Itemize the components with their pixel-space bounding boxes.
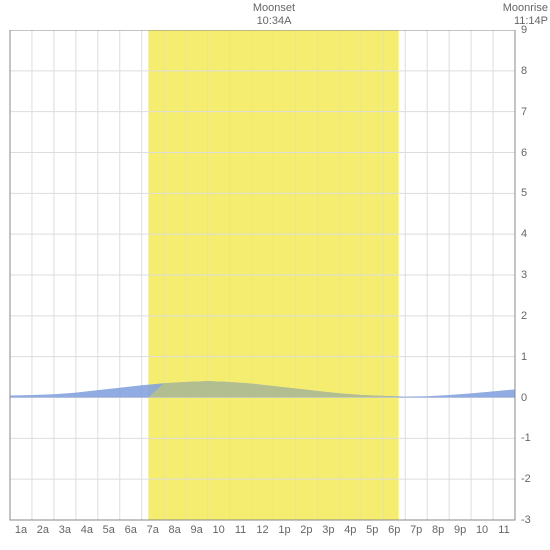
moonset-time: 10:34A [244, 15, 304, 28]
y-tick: 5 [521, 187, 545, 199]
chart-svg [5, 30, 545, 525]
y-tick: 7 [521, 106, 545, 118]
moonset-label: Moonset [244, 2, 304, 15]
y-tick: -1 [521, 432, 545, 444]
x-tick: 2a [37, 524, 49, 545]
x-tick: 1p [278, 524, 290, 545]
x-tick: 8p [432, 524, 444, 545]
x-tick: 5p [366, 524, 378, 545]
x-tick: 9a [191, 524, 203, 545]
x-tick: 9p [454, 524, 466, 545]
x-tick: 8a [169, 524, 181, 545]
x-tick: 1a [15, 524, 27, 545]
y-tick: 4 [521, 228, 545, 240]
x-tick: 3a [59, 524, 71, 545]
x-tick: 6p [388, 524, 400, 545]
y-tick: -3 [521, 514, 545, 526]
y-tick: 2 [521, 310, 545, 322]
y-tick: 6 [521, 147, 545, 159]
x-tick: 11 [235, 524, 246, 545]
x-tick: 6a [125, 524, 137, 545]
y-tick: 9 [521, 24, 545, 36]
x-tick: 2p [300, 524, 312, 545]
y-tick: 8 [521, 65, 545, 77]
x-tick: 10 [476, 524, 488, 545]
y-tick: 1 [521, 351, 545, 363]
chart-area: -3-2-10123456789 1a2a3a4a5a6a7a8a9a10111… [5, 30, 545, 545]
x-tick: 4p [344, 524, 356, 545]
y-tick: -2 [521, 473, 545, 485]
moonrise-label: Moonrise [494, 2, 548, 15]
x-tick: 3p [322, 524, 334, 545]
x-tick: 10 [212, 524, 224, 545]
x-tick: 12 [256, 524, 268, 545]
y-tick: 0 [521, 392, 545, 404]
x-tick: 5a [103, 524, 115, 545]
moonset-block: Moonset 10:34A [244, 2, 304, 28]
y-tick: 3 [521, 269, 545, 281]
x-tick: 4a [81, 524, 93, 545]
x-tick: 7a [147, 524, 159, 545]
tide-chart-container: Moonset 10:34A Moonrise 11:14P -3-2-1012… [0, 0, 550, 550]
x-tick: 7p [410, 524, 422, 545]
x-tick: 11 [498, 524, 509, 545]
